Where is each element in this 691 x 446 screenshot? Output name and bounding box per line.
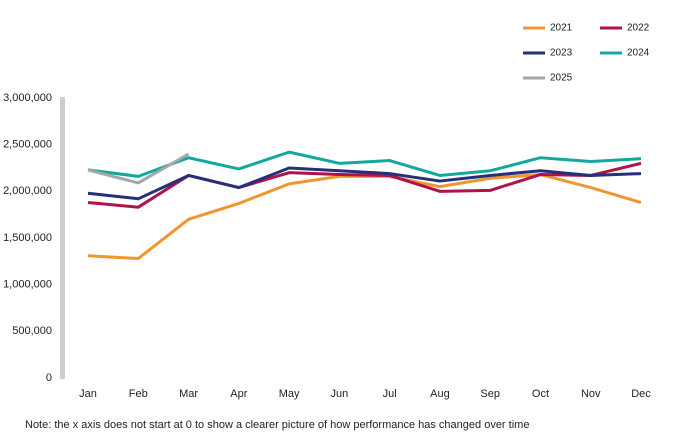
x-tick-label: Dec — [631, 388, 651, 400]
y-tick-label: 2,500,000 — [3, 139, 52, 151]
series-line — [87, 150, 642, 178]
note: Note: the x axis does not start at 0 to … — [25, 419, 529, 431]
x-tick-label: May — [279, 388, 300, 400]
y-tick-label: 1,000,000 — [3, 279, 52, 291]
legend-label: 2021 — [550, 23, 573, 34]
x-tick-label: Aug — [430, 388, 450, 400]
x-tick-label: Feb — [129, 388, 148, 400]
x-tick-label: Jul — [383, 388, 397, 400]
y-tick-label: 0 — [46, 372, 52, 384]
y-tick-label: 3,000,000 — [3, 92, 52, 104]
x-tick-label: Mar — [179, 388, 198, 400]
x-tick-label: Oct — [532, 388, 549, 400]
legend-label: 2024 — [627, 48, 650, 59]
y-tick-label: 2,000,000 — [3, 185, 52, 197]
series-line — [87, 152, 190, 185]
legend-label: 2023 — [550, 48, 573, 59]
y-tick-label: 500,000 — [12, 325, 52, 337]
y-axis-bar — [60, 97, 65, 379]
x-tick-label: Jun — [330, 388, 348, 400]
legend-label: 2022 — [627, 23, 650, 34]
y-tick-label: 1,500,000 — [3, 232, 52, 244]
series-line — [87, 166, 642, 201]
legend-label: 2025 — [550, 73, 573, 84]
x-tick-label: Apr — [230, 388, 247, 400]
x-tick-label: Jan — [79, 388, 97, 400]
x-tick-label: Sep — [480, 388, 500, 400]
x-tick-label: Nov — [581, 388, 601, 400]
